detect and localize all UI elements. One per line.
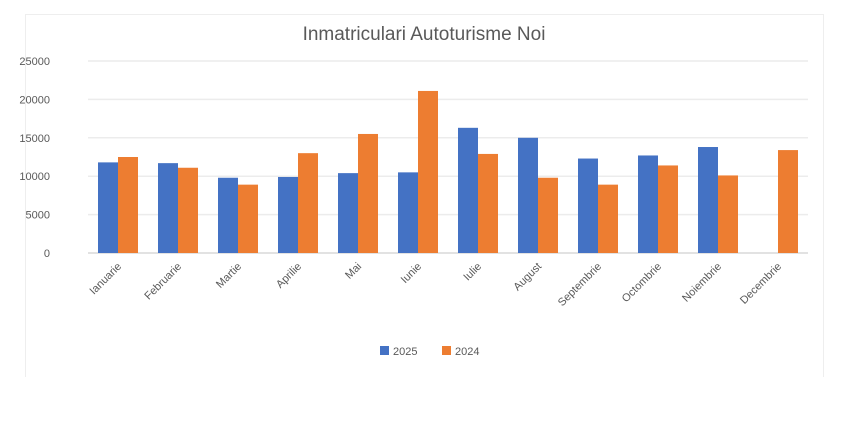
x-tick-label: Decembrie xyxy=(738,261,784,307)
y-tick-label: 25000 xyxy=(19,56,50,68)
bar-2025 xyxy=(218,177,238,253)
bar-2025 xyxy=(338,173,358,253)
bar-2024 xyxy=(358,133,378,253)
x-tick-label: Iunie xyxy=(399,261,424,286)
x-tick-label: Ianuarie xyxy=(88,261,125,298)
bar-2024 xyxy=(118,157,138,253)
bar-2024 xyxy=(598,184,618,253)
x-tick-label: Iulie xyxy=(461,261,484,284)
legend-swatch xyxy=(380,346,389,355)
bar-2024 xyxy=(418,90,438,254)
bar-2024 xyxy=(718,175,738,253)
legend-swatch xyxy=(442,346,451,355)
bar-2025 xyxy=(458,127,478,253)
chart-area xyxy=(25,14,824,377)
x-tick-label: Martie xyxy=(214,261,244,291)
bar-2025 xyxy=(518,137,538,253)
y-tick-label: 15000 xyxy=(19,133,50,145)
bar-2024 xyxy=(658,165,678,253)
x-tick-label: Septembrie xyxy=(556,261,604,309)
bar-2024 xyxy=(778,150,798,253)
y-tick-label: 20000 xyxy=(19,94,50,106)
x-tick-label: Noiembrie xyxy=(680,261,724,305)
bar-2024 xyxy=(178,167,198,253)
legend-label: 2025 xyxy=(393,346,417,358)
y-tick-label: 5000 xyxy=(26,210,50,222)
y-tick-label: 0 xyxy=(44,248,50,260)
x-tick-label: Aprilie xyxy=(274,261,304,291)
bar-2024 xyxy=(478,153,498,253)
bar-2024 xyxy=(538,177,558,253)
x-tick-label: August xyxy=(511,261,544,294)
bar-2024 xyxy=(298,153,318,253)
bar-2024 xyxy=(238,184,258,253)
bar-2025 xyxy=(578,158,598,253)
bar-2025 xyxy=(638,155,658,253)
x-tick-label: Octombrie xyxy=(620,261,664,305)
legend-label: 2024 xyxy=(455,346,479,358)
bar-2025 xyxy=(278,176,298,253)
bar-2025 xyxy=(698,147,718,253)
x-tick-label: Februarie xyxy=(142,261,184,303)
bar-2025 xyxy=(158,163,178,253)
x-tick-label: Mai xyxy=(343,261,364,282)
y-tick-label: 10000 xyxy=(19,171,50,183)
bar-2025 xyxy=(98,162,118,253)
bar-2025 xyxy=(398,172,418,253)
chart-title: Inmatriculari Autoturisme Noi xyxy=(303,24,546,45)
